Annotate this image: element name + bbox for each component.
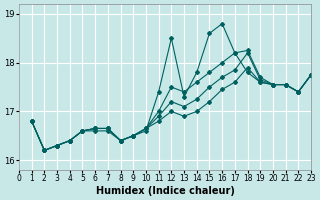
X-axis label: Humidex (Indice chaleur): Humidex (Indice chaleur): [96, 186, 235, 196]
